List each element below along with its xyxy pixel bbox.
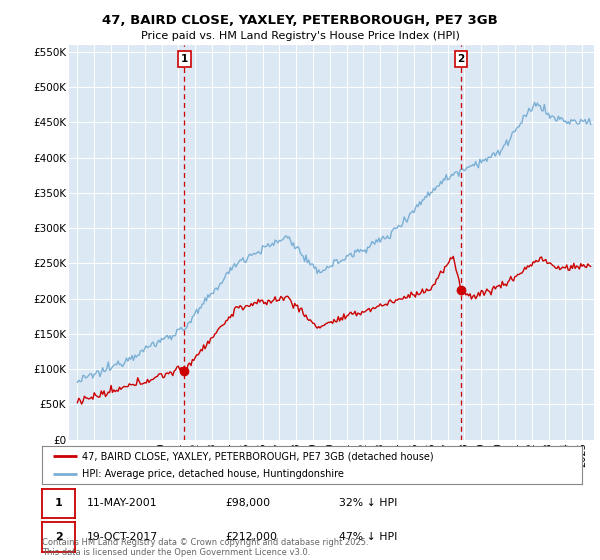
Text: 1: 1 — [55, 498, 62, 508]
Text: Price paid vs. HM Land Registry's House Price Index (HPI): Price paid vs. HM Land Registry's House … — [140, 31, 460, 41]
Text: Contains HM Land Registry data © Crown copyright and database right 2025.
This d: Contains HM Land Registry data © Crown c… — [42, 538, 368, 557]
Text: £98,000: £98,000 — [225, 498, 270, 508]
Text: £212,000: £212,000 — [225, 532, 277, 542]
Text: 47, BAIRD CLOSE, YAXLEY, PETERBOROUGH, PE7 3GB (detached house): 47, BAIRD CLOSE, YAXLEY, PETERBOROUGH, P… — [83, 451, 434, 461]
Text: 47% ↓ HPI: 47% ↓ HPI — [339, 532, 397, 542]
Text: 2: 2 — [457, 54, 464, 64]
Text: 1: 1 — [181, 54, 188, 64]
Text: HPI: Average price, detached house, Huntingdonshire: HPI: Average price, detached house, Hunt… — [83, 469, 344, 479]
Text: 19-OCT-2017: 19-OCT-2017 — [87, 532, 158, 542]
Text: 2: 2 — [55, 532, 62, 542]
Text: 11-MAY-2001: 11-MAY-2001 — [87, 498, 158, 508]
Text: 47, BAIRD CLOSE, YAXLEY, PETERBOROUGH, PE7 3GB: 47, BAIRD CLOSE, YAXLEY, PETERBOROUGH, P… — [102, 14, 498, 27]
Text: 32% ↓ HPI: 32% ↓ HPI — [339, 498, 397, 508]
